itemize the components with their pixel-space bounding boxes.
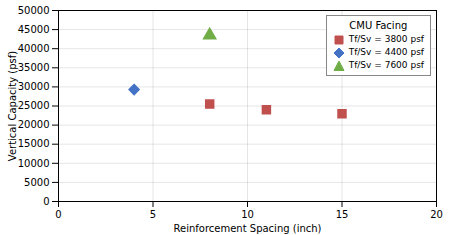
- svg-text:20: 20: [430, 209, 443, 220]
- svg-text:0: 0: [43, 196, 49, 207]
- svg-text:30000: 30000: [18, 81, 50, 92]
- html-text:Tf/Sv = 4400 psf: Tf/Sv = 4400 psf: [348, 47, 424, 57]
- svg-text:25000: 25000: [18, 100, 50, 111]
- svg-text:5000: 5000: [24, 177, 49, 188]
- html-text:CMU Facing: CMU Facing: [349, 20, 408, 31]
- svg-text:Reinforcement Spacing (inch): Reinforcement Spacing (inch): [174, 223, 322, 234]
- svg-text:50000: 50000: [18, 5, 50, 16]
- html-text:Tf/Sv = 3800 psf: Tf/Sv = 3800 psf: [348, 34, 424, 44]
- svg-text:40000: 40000: [18, 43, 50, 54]
- svg-text:10: 10: [241, 209, 254, 220]
- svg-text:0: 0: [55, 209, 61, 220]
- svg-text:5: 5: [150, 209, 156, 220]
- svg-text:15: 15: [336, 209, 349, 220]
- html-text:Tf/Sv = 7600 psf: Tf/Sv = 7600 psf: [348, 60, 424, 70]
- svg-text:45000: 45000: [18, 24, 50, 35]
- svg-text:10000: 10000: [18, 158, 50, 169]
- svg-text:20000: 20000: [18, 119, 50, 130]
- svg-text:15000: 15000: [18, 138, 50, 149]
- svg-text:35000: 35000: [18, 62, 50, 73]
- svg-text:Vertical Capacity (psf): Vertical Capacity (psf): [7, 51, 18, 161]
